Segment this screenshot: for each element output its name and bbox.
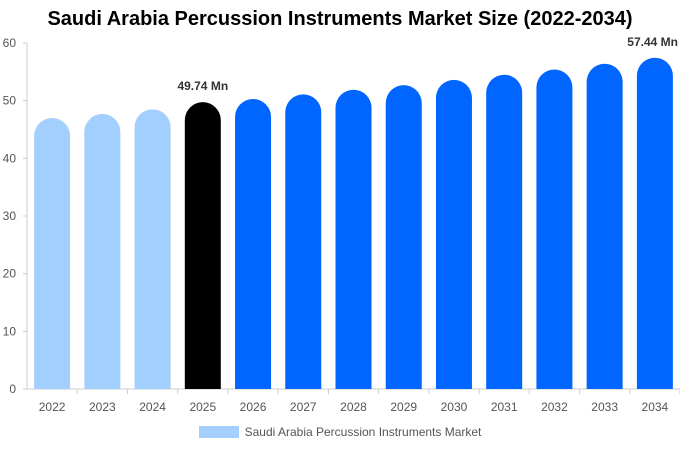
chart-title: Saudi Arabia Percussion Instruments Mark…: [47, 8, 633, 30]
x-tick-label: 2023: [89, 400, 116, 414]
x-tick-label: 2026: [240, 400, 267, 414]
bar: [536, 69, 573, 389]
bar: [84, 113, 121, 389]
bar: [134, 109, 171, 390]
bar: [435, 79, 472, 389]
data-label: 57.44 Mn: [627, 35, 678, 49]
bar: [34, 117, 71, 389]
y-tick-label: 60: [3, 36, 17, 50]
y-tick-label: 30: [3, 209, 17, 223]
bar: [235, 98, 272, 389]
bar: [586, 63, 623, 389]
bar: [486, 74, 523, 389]
x-tick-label: 2033: [591, 400, 618, 414]
x-tick-label: 2025: [189, 400, 216, 414]
y-tick-label: 10: [3, 324, 17, 338]
y-tick-label: 50: [3, 94, 17, 108]
x-tick-label: 2030: [441, 400, 468, 414]
bar: [636, 57, 673, 389]
legend-label: Saudi Arabia Percussion Instruments Mark…: [244, 425, 482, 439]
y-tick-label: 20: [3, 267, 17, 281]
bar: [184, 102, 221, 389]
legend-swatch: [198, 426, 239, 438]
x-tick-label: 2031: [491, 400, 518, 414]
x-tick-label: 2029: [390, 400, 417, 414]
data-label: 49.74 Mn: [177, 79, 228, 93]
x-tick-label: 2032: [541, 400, 568, 414]
bar: [385, 85, 422, 389]
y-tick-label: 0: [9, 382, 16, 396]
x-tick-label: 2027: [290, 400, 317, 414]
x-tick-label: 2024: [139, 400, 166, 414]
legend: Saudi Arabia Percussion Instruments Mark…: [0, 425, 680, 439]
x-tick-label: 2028: [340, 400, 367, 414]
bar: [335, 89, 372, 389]
y-tick-label: 40: [3, 151, 17, 165]
bar: [285, 94, 322, 389]
x-tick-label: 2034: [642, 400, 669, 414]
x-tick-label: 2022: [39, 400, 66, 414]
